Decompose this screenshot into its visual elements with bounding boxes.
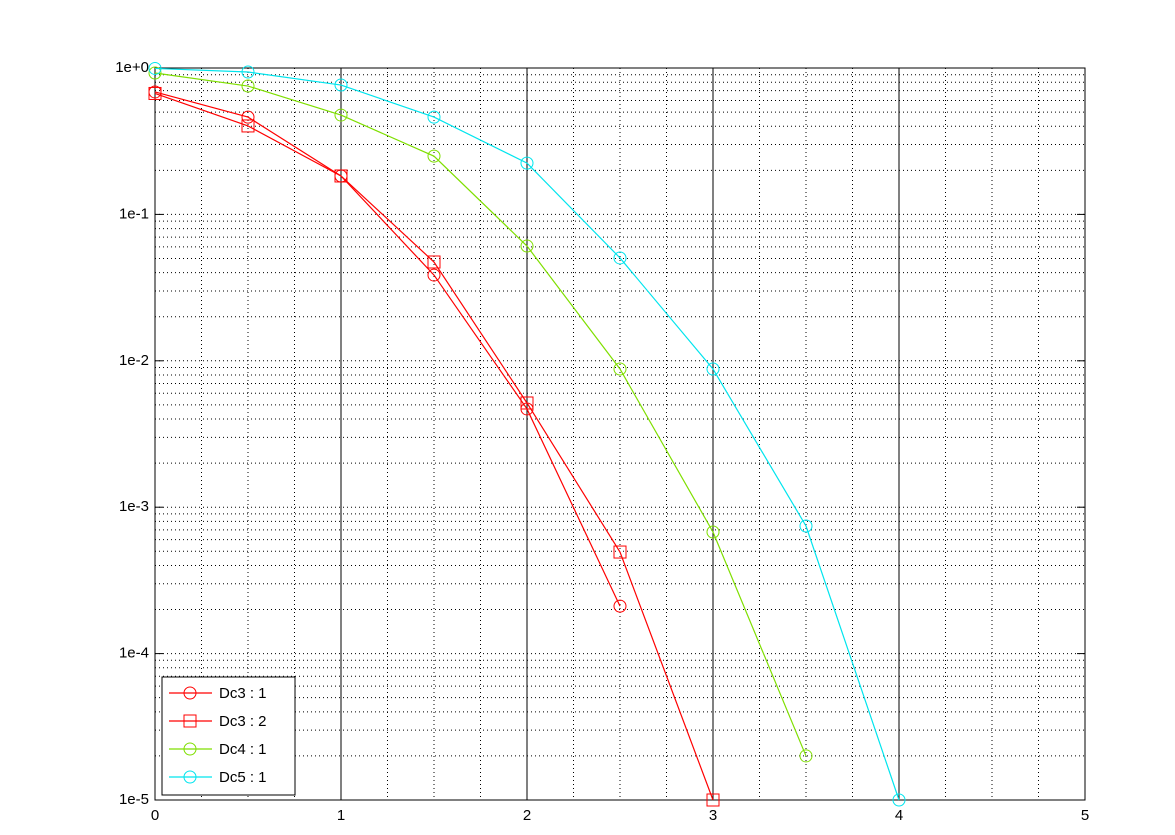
marker [148, 86, 162, 100]
y-tick-label: 1e+0 [115, 59, 149, 76]
series-line [154, 72, 807, 757]
x-tick-label: 3 [709, 807, 717, 824]
marker [241, 65, 255, 79]
series-line [154, 67, 900, 801]
series-line [154, 92, 714, 801]
marker [241, 119, 255, 133]
marker [427, 268, 441, 282]
marker [148, 61, 162, 75]
legend-marker [183, 742, 197, 756]
x-tick-label: 4 [895, 807, 903, 824]
y-tick-label: 1e-4 [119, 645, 149, 662]
marker [706, 793, 720, 807]
marker [613, 251, 627, 265]
legend-marker [183, 770, 197, 784]
legend-label: Dc4 : 1 [219, 741, 267, 758]
marker [799, 519, 813, 533]
marker [613, 545, 627, 559]
marker [892, 793, 906, 807]
y-tick-label: 1e-2 [119, 352, 149, 369]
marker [706, 362, 720, 376]
legend-label: Dc3 : 1 [219, 685, 267, 702]
marker [520, 239, 534, 253]
series-line [154, 91, 621, 607]
marker [520, 156, 534, 170]
marker [334, 169, 348, 183]
marker [613, 362, 627, 376]
marker [334, 108, 348, 122]
marker [613, 599, 627, 613]
marker [799, 749, 813, 763]
x-tick-label: 5 [1081, 807, 1089, 824]
marker [427, 110, 441, 124]
y-tick-label: 1e-5 [119, 791, 149, 808]
legend-marker [183, 686, 197, 700]
legend-marker [183, 714, 197, 728]
marker [334, 78, 348, 92]
marker [427, 255, 441, 269]
legend-label: Dc3 : 2 [219, 713, 267, 730]
y-tick-label: 1e-1 [119, 205, 149, 222]
plot-frame [154, 67, 1086, 801]
x-tick-label: 1 [337, 807, 345, 824]
legend-label: Dc5 : 1 [219, 769, 267, 786]
x-tick-label: 2 [523, 807, 531, 824]
y-tick-label: 1e-3 [119, 498, 149, 515]
x-tick-label: 0 [151, 807, 159, 824]
marker [427, 149, 441, 163]
marker [520, 396, 534, 410]
marker [241, 110, 255, 124]
marker [706, 525, 720, 539]
marker [148, 66, 162, 80]
marker [241, 79, 255, 93]
